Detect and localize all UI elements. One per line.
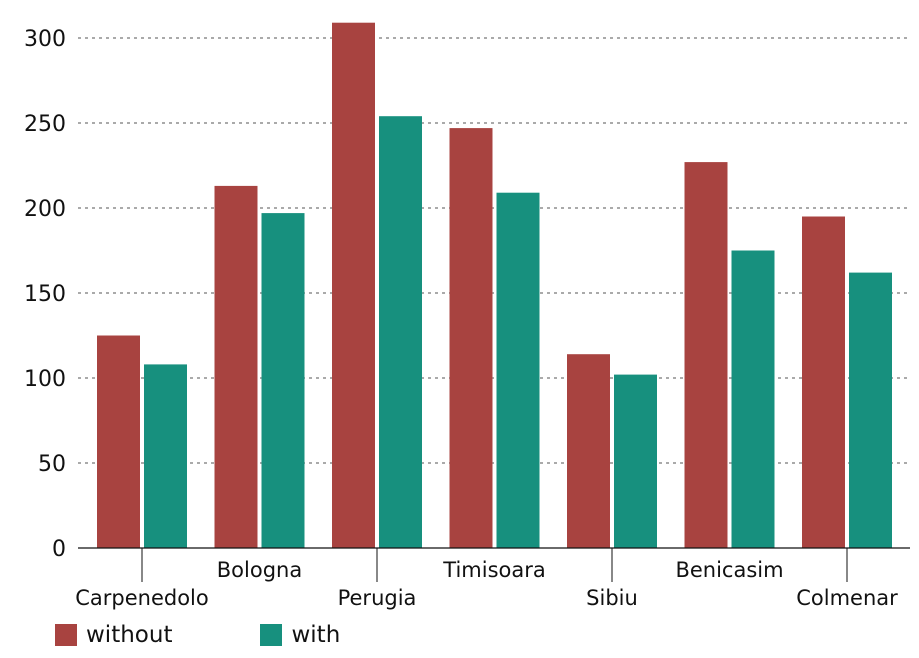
- y-tick-label: 250: [24, 112, 66, 137]
- bar-with-sibiu: [614, 374, 657, 548]
- bar-without-benicasim: [684, 162, 728, 548]
- bar-with-bologna: [261, 213, 305, 548]
- bar-with-colmenar: [849, 272, 892, 548]
- y-tick-label: 200: [24, 197, 66, 222]
- bar-without-timisoara: [449, 128, 493, 548]
- legend-label-without: without: [86, 622, 173, 648]
- x-tick-label: Carpenedolo: [75, 586, 209, 610]
- y-tick-label: 50: [38, 452, 66, 477]
- y-tick-label: 300: [24, 27, 66, 52]
- legend-label-with: with: [291, 622, 341, 648]
- bar-without-sibiu: [567, 354, 610, 548]
- bar-with-perugia: [379, 116, 422, 548]
- bar-without-colmenar: [802, 216, 845, 548]
- legend-swatch-without: [55, 624, 77, 646]
- bar-chart: 0 50 100 150 200 250 300 Carpenedolo Bologna Per…: [24, 22, 910, 610]
- legend: without with: [55, 622, 428, 648]
- y-tick-label: 150: [24, 282, 66, 307]
- x-tick-label: Bologna: [217, 558, 302, 582]
- gridlines: [78, 37, 910, 464]
- bar-with-timisoara: [496, 192, 540, 548]
- x-axis: Carpenedolo Bologna Perugia Timisoara Sibiu B…: [75, 548, 898, 610]
- y-tick-label: 100: [24, 367, 66, 392]
- x-tick-label: Timisoara: [442, 558, 545, 582]
- y-tick-label: 0: [52, 537, 66, 562]
- x-tick-label: Perugia: [338, 586, 417, 610]
- bar-with-benicasim: [731, 250, 775, 548]
- bar-with-carpenedolo: [144, 364, 187, 548]
- bars: [97, 22, 892, 548]
- bar-without-perugia: [332, 22, 375, 548]
- bar-without-carpenedolo: [97, 335, 140, 548]
- legend-item-without: without: [55, 622, 172, 648]
- x-tick-label: Benicasim: [675, 558, 783, 582]
- x-tick-label: Sibiu: [586, 586, 638, 610]
- y-axis: 0 50 100 150 200 250 300: [24, 27, 66, 562]
- x-tick-label: Colmenar: [796, 586, 898, 610]
- legend-item-with: with: [260, 622, 340, 648]
- bar-without-bologna: [214, 185, 258, 548]
- legend-swatch-with: [260, 624, 283, 646]
